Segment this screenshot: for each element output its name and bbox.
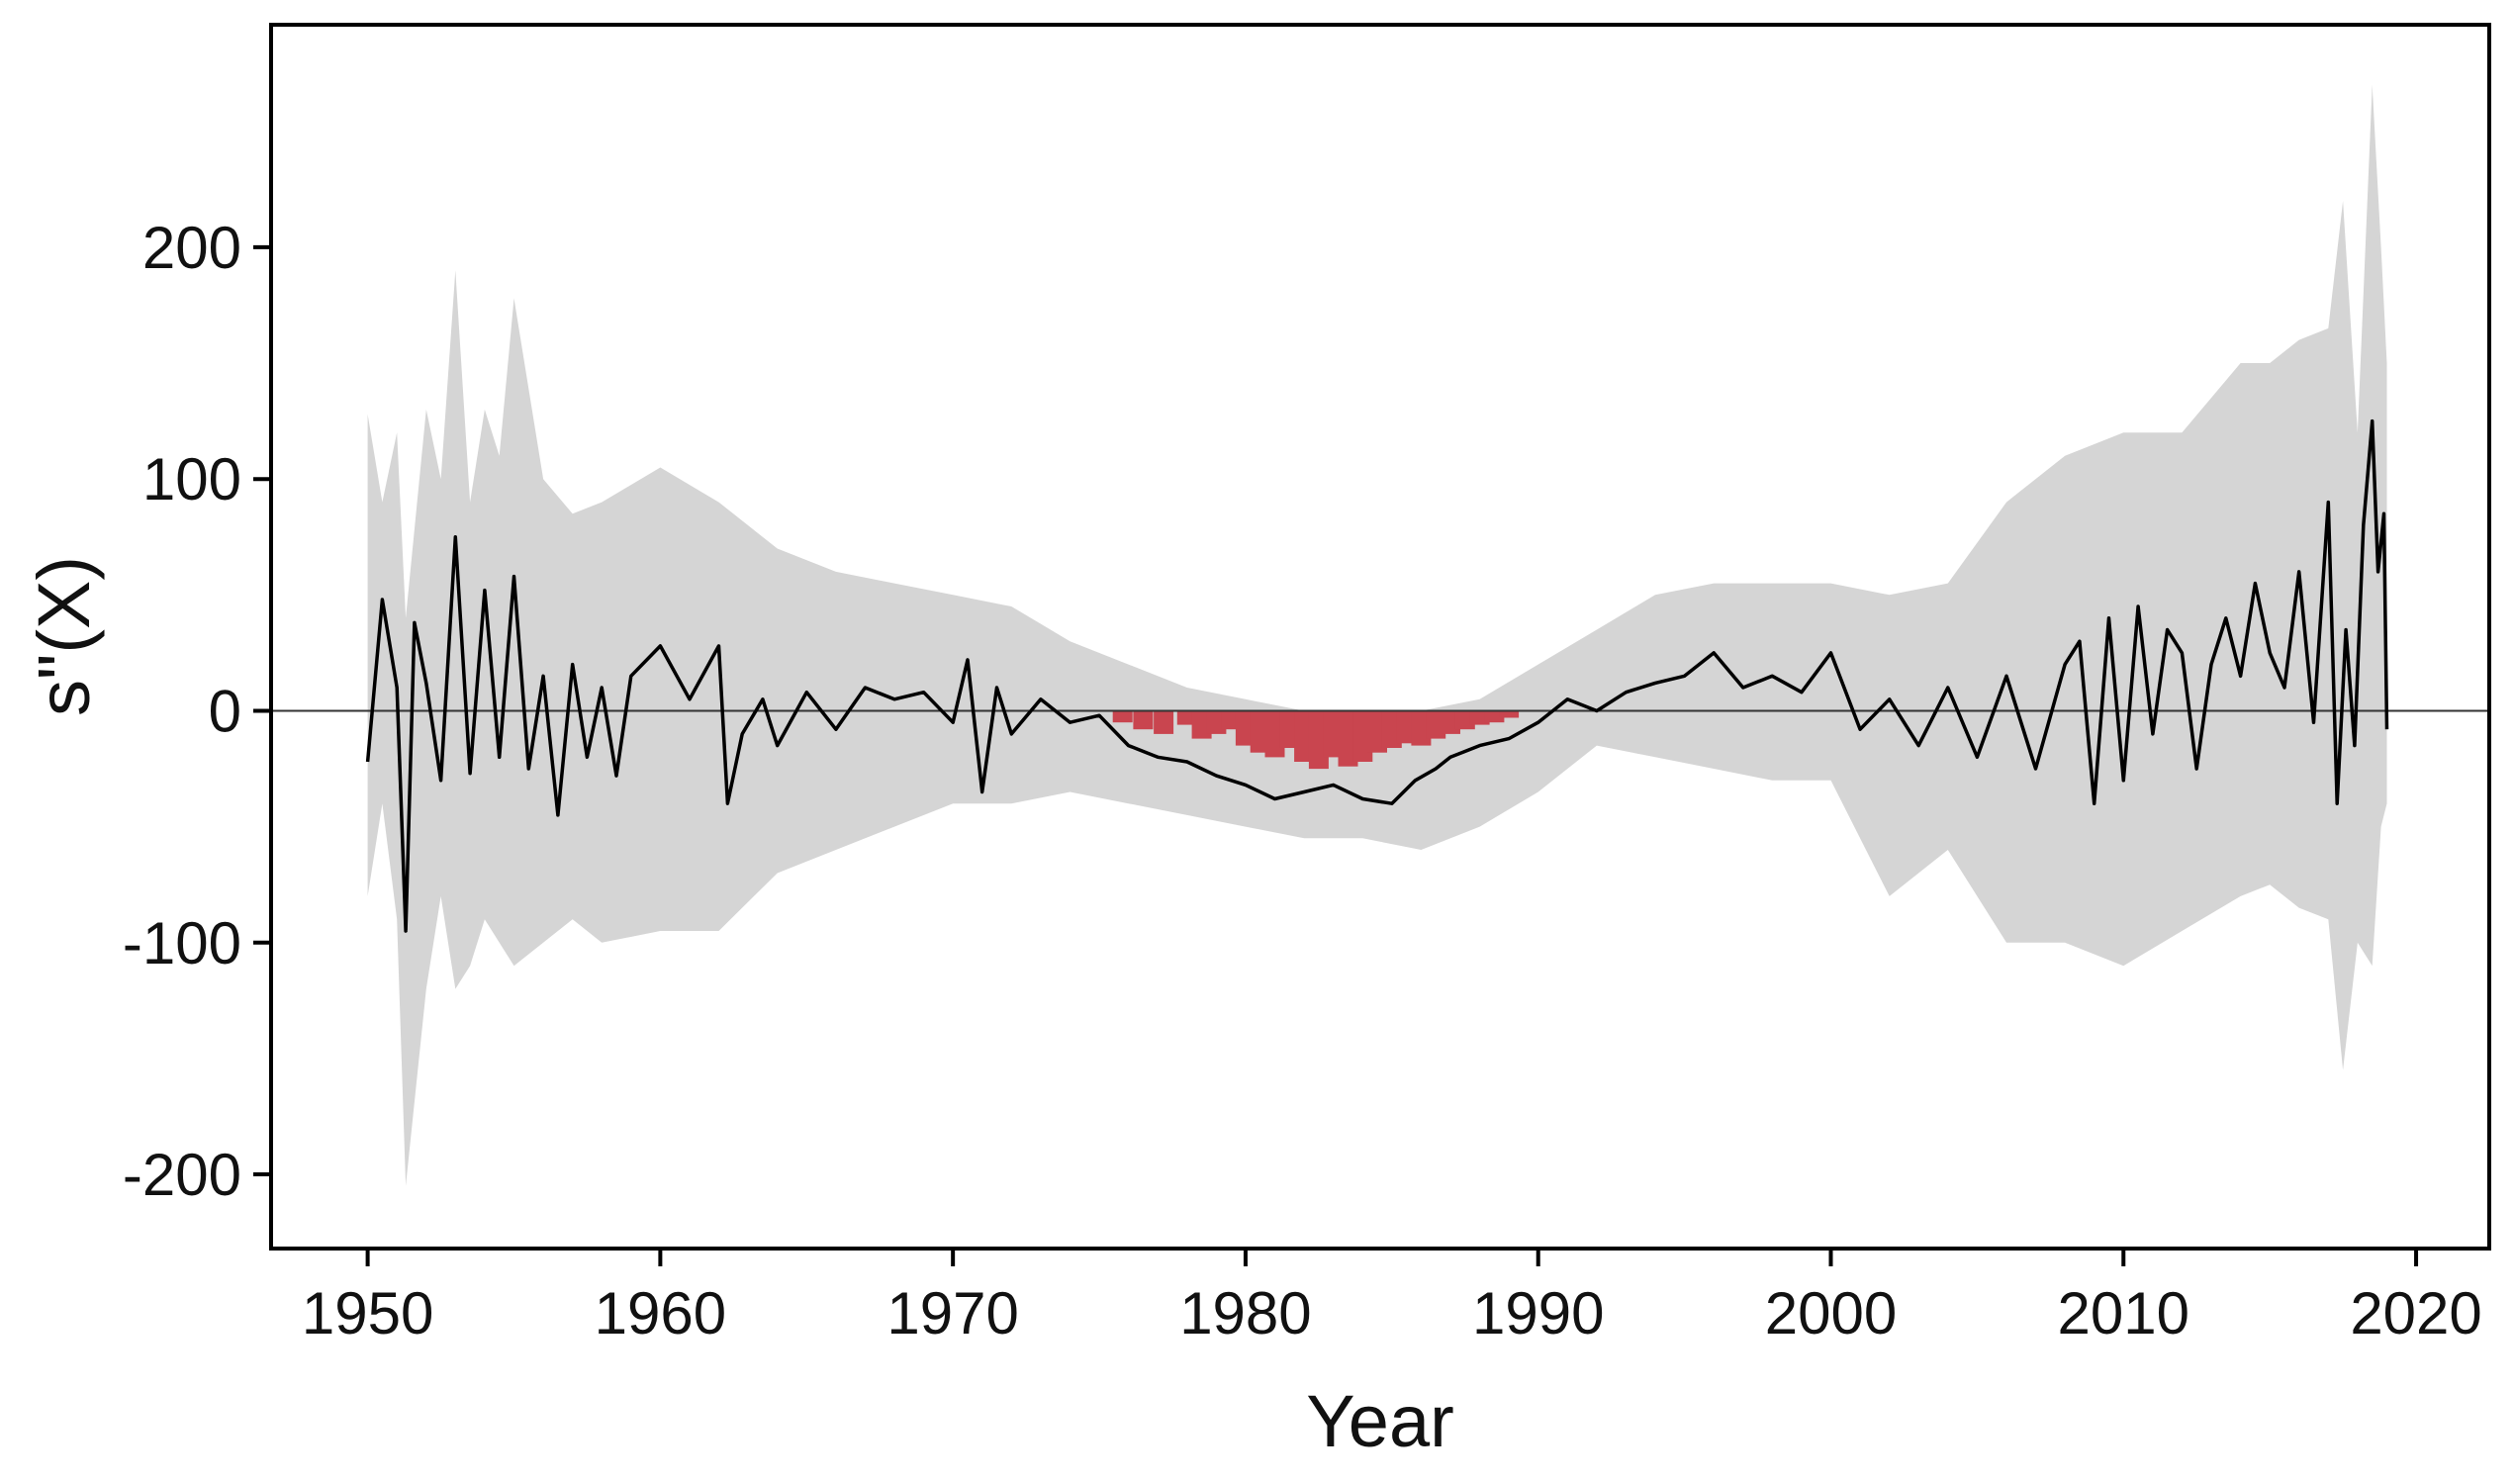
x-tick-label: 1990	[1472, 1280, 1604, 1346]
significant-bar	[1112, 710, 1133, 723]
y-axis-ticks: -200 -100 0 100 200	[123, 215, 271, 1208]
x-tick-label: 1950	[302, 1280, 433, 1346]
y-tick-label: -100	[123, 910, 241, 976]
significant-bar	[1484, 710, 1505, 723]
significant-bar	[1154, 710, 1174, 734]
x-tick-label: 1980	[1179, 1280, 1311, 1346]
confidence-band	[367, 84, 2387, 1186]
x-tick-label: 2020	[2350, 1280, 2481, 1346]
y-tick-label: 0	[209, 678, 241, 744]
significant-bar	[1499, 710, 1520, 718]
x-tick-label: 2010	[2058, 1280, 2189, 1346]
x-tick-label: 1960	[595, 1280, 726, 1346]
derivative-line	[365, 418, 2389, 933]
x-tick-label: 2000	[1765, 1280, 1897, 1346]
plot-area	[271, 84, 2489, 1186]
significant-bar	[1133, 710, 1154, 730]
x-tick-label: 1970	[886, 1280, 1018, 1346]
y-tick-label: -200	[123, 1142, 241, 1208]
y-tick-label: 100	[142, 446, 241, 512]
x-axis-title: Year	[1306, 1380, 1454, 1462]
y-tick-label: 200	[142, 215, 241, 281]
y-axis-title: s"(X)	[23, 556, 105, 716]
plot-frame	[269, 23, 2491, 1251]
significant-decrease-bars	[1112, 710, 1520, 770]
x-axis-ticks: 1950 1960 1970 1980 1990 2000 2010 2020	[302, 1249, 2482, 1346]
